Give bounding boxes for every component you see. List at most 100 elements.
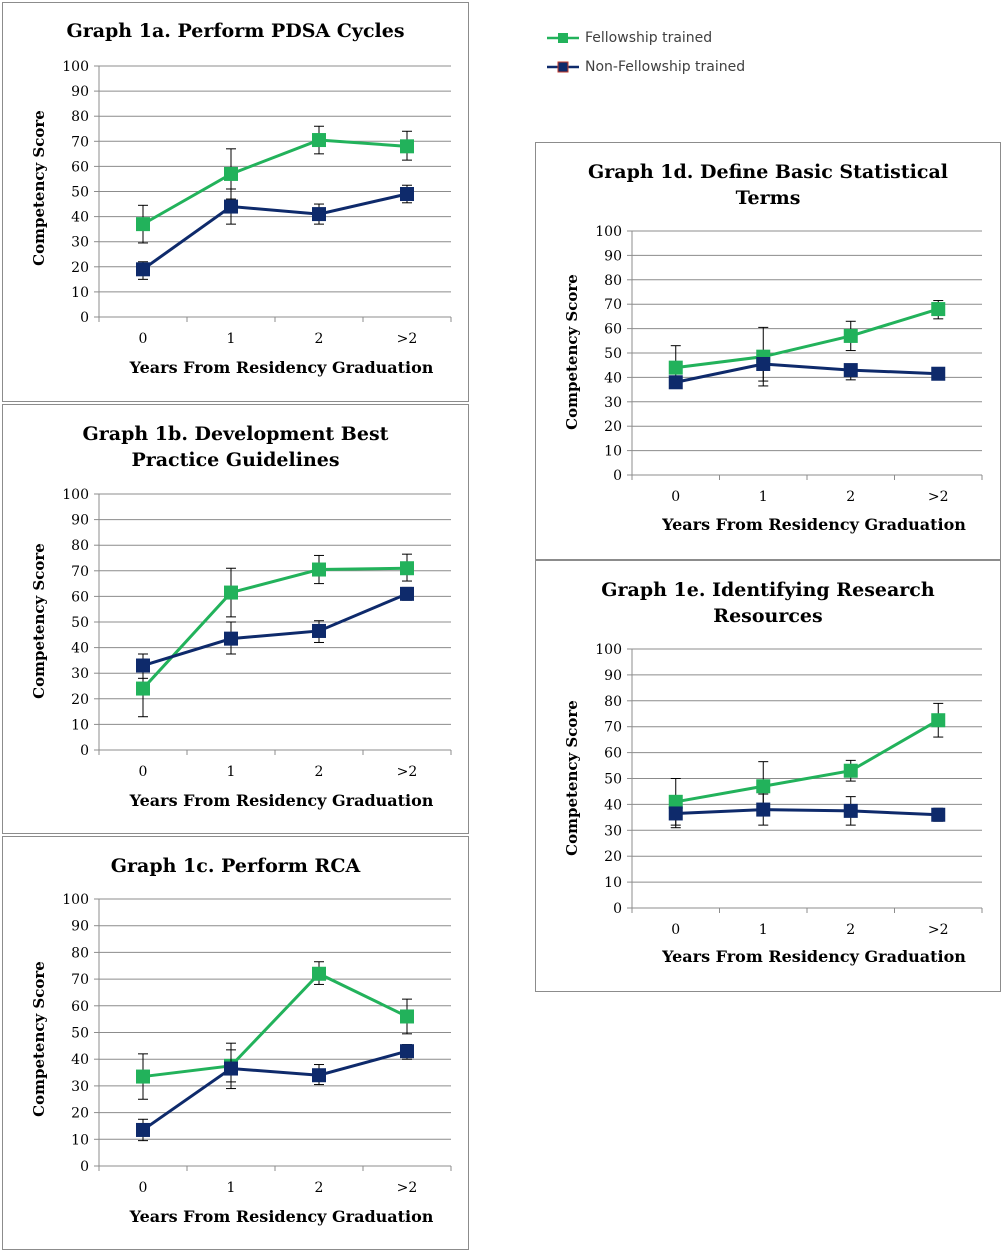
- data-point-e-fellowship-2: [843, 763, 858, 778]
- y-tick-label-a-70: 70: [71, 134, 89, 150]
- data-point-e-non-fellowship-3: [931, 807, 946, 822]
- x-tick-label-d-0: 0: [671, 489, 680, 505]
- y-tick-label-e-30: 30: [604, 823, 622, 839]
- y-tick-label-c-20: 20: [71, 1106, 89, 1122]
- series-line-b-non-fellowship: [142, 592, 408, 667]
- x-tick-label-a-1: 1: [227, 331, 236, 347]
- data-point-b-fellowship-2: [312, 562, 326, 577]
- data-point-a-non-fellowship-0: [136, 262, 150, 277]
- x-tick-label-b-1: 1: [227, 764, 236, 780]
- y-tick-label-a-20: 20: [71, 260, 89, 276]
- data-point-b-non-fellowship-0: [136, 658, 150, 673]
- data-point-c-fellowship-0: [136, 1069, 150, 1084]
- legend-item-fellowship: Fellowship trained: [545, 28, 712, 48]
- x-tick-label-b-3: >2: [397, 764, 418, 780]
- legend-label-fellowship: Fellowship trained: [585, 30, 713, 46]
- data-point-e-non-fellowship-1: [756, 802, 771, 817]
- y-tick-label-d-90: 90: [604, 248, 622, 264]
- y-tick-label-c-0: 0: [80, 1159, 89, 1175]
- y-tick-label-a-100: 100: [62, 59, 89, 75]
- data-point-c-fellowship-2: [312, 966, 326, 981]
- data-point-b-non-fellowship-1: [224, 631, 238, 646]
- data-point-c-non-fellowship-3: [400, 1044, 414, 1059]
- data-point-a-non-fellowship-3: [400, 187, 414, 202]
- x-axis-label-1a: Years From Residency Graduation: [129, 358, 434, 377]
- y-tick-label-d-40: 40: [604, 370, 622, 386]
- data-point-d-fellowship-0: [668, 360, 683, 375]
- data-point-a-fellowship-3: [400, 139, 414, 154]
- y-tick-label-b-40: 40: [71, 641, 89, 657]
- y-tick-label-d-0: 0: [613, 468, 622, 484]
- x-tick-label-a-2: 2: [315, 331, 324, 347]
- data-point-e-non-fellowship-0: [668, 806, 683, 821]
- y-tick-label-c-70: 70: [71, 972, 89, 988]
- data-point-a-non-fellowship-2: [312, 207, 326, 222]
- data-point-e-fellowship-1: [756, 779, 771, 794]
- y-tick-label-e-60: 60: [604, 746, 622, 762]
- y-tick-label-c-100: 100: [62, 892, 89, 908]
- y-tick-label-a-80: 80: [71, 109, 89, 125]
- data-point-d-fellowship-3: [931, 302, 946, 317]
- y-tick-label-d-20: 20: [604, 419, 622, 435]
- y-tick-label-c-40: 40: [71, 1052, 89, 1068]
- y-tick-label-d-70: 70: [604, 297, 622, 313]
- x-tick-label-e-0: 0: [671, 922, 680, 938]
- y-tick-label-e-100: 100: [595, 642, 622, 658]
- x-axis-label-1c: Years From Residency Graduation: [129, 1207, 434, 1226]
- chart-plot-1e: 0 10 20 30 40 50 60 70 80 90 100 0 1 2 >2: [595, 642, 983, 938]
- chart-panel-1b: Graph 1b. Development Best Practice Guid…: [2, 404, 469, 834]
- data-point-a-fellowship-1: [224, 166, 238, 181]
- data-point-a-fellowship-2: [312, 133, 326, 148]
- data-point-e-fellowship-3: [931, 713, 946, 728]
- x-axis-label-1b: Years From Residency Graduation: [129, 791, 434, 810]
- chart-title-1d: Graph 1d. Define Basic Statistical Terms: [588, 161, 948, 209]
- x-tick-label-d-2: 2: [846, 489, 855, 505]
- y-tick-label-b-80: 80: [71, 538, 89, 554]
- legend: Fellowship trained Non-Fellowship traine…: [545, 26, 785, 82]
- data-point-a-fellowship-0: [136, 217, 150, 232]
- chart-plot-1b: 0 10 20 30 40 50 60 70 80 90 100 0 1 2 >2: [62, 487, 452, 780]
- data-point-d-non-fellowship-0: [668, 375, 683, 390]
- x-tick-label-b-2: 2: [315, 764, 324, 780]
- series-line-d-fellowship: [675, 307, 939, 370]
- chart-plot-1a: 0 10 20 30 40 50 60 70 80 90 100 0 1 2 >2: [62, 59, 452, 347]
- data-point-c-non-fellowship-2: [312, 1068, 326, 1083]
- y-tick-label-b-60: 60: [71, 589, 89, 605]
- chart-panel-1a: Graph 1a. Perform PDSA Cycles 0 10 20 30 40 5…: [2, 2, 469, 402]
- chart-panel-1e: Graph 1e. Identifying Research Resources…: [535, 560, 1001, 992]
- data-point-b-fellowship-3: [400, 561, 414, 576]
- y-tick-label-a-0: 0: [80, 310, 89, 326]
- y-tick-label-e-0: 0: [613, 901, 622, 917]
- chart-title-1e: Graph 1e. Identifying Research Resources: [601, 579, 935, 627]
- y-axis-label-1a: Competency Score: [30, 110, 48, 266]
- y-tick-label-e-90: 90: [604, 668, 622, 684]
- x-tick-label-e-1: 1: [759, 922, 768, 938]
- y-tick-label-b-90: 90: [71, 513, 89, 529]
- y-tick-label-a-40: 40: [71, 210, 89, 226]
- y-tick-label-d-60: 60: [604, 322, 622, 338]
- y-tick-label-e-40: 40: [604, 797, 622, 813]
- y-tick-label-a-60: 60: [71, 159, 89, 175]
- y-tick-label-c-60: 60: [71, 999, 89, 1015]
- chart-plot-1c: 0 10 20 30 40 50 60 70 80 90 100 0 1 2 >2: [62, 892, 452, 1196]
- y-tick-label-c-90: 90: [71, 919, 89, 935]
- series-line-a-non-fellowship: [142, 192, 408, 271]
- data-point-d-non-fellowship-1: [756, 356, 771, 371]
- data-point-b-non-fellowship-3: [400, 586, 414, 601]
- chart-panel-1c: Graph 1c. Perform RCA 0 10 20 30 40 50 60 70 80 9…: [2, 836, 469, 1250]
- legend-item-non-fellowship: Non-Fellowship trained: [545, 57, 745, 77]
- x-tick-label-d-3: >2: [928, 489, 949, 505]
- legend-swatch-non-fellowship: [547, 61, 579, 73]
- y-tick-label-e-80: 80: [604, 694, 622, 710]
- x-tick-label-e-2: 2: [846, 922, 855, 938]
- y-tick-label-c-80: 80: [71, 945, 89, 961]
- data-point-d-non-fellowship-2: [843, 363, 858, 378]
- data-point-b-fellowship-1: [224, 585, 238, 600]
- y-axis-label-1e: Competency Score: [563, 700, 581, 856]
- y-tick-label-a-50: 50: [71, 185, 89, 201]
- y-axis-label-1b: Competency Score: [30, 543, 48, 699]
- x-tick-label-c-1: 1: [227, 1180, 236, 1196]
- chart-title-1a: Graph 1a. Perform PDSA Cycles: [66, 20, 405, 42]
- data-point-d-non-fellowship-3: [931, 366, 946, 381]
- chart-plot-1d: 0 10 20 30 40 50 60 70 80 90 100 0 1 2 >2: [595, 224, 983, 505]
